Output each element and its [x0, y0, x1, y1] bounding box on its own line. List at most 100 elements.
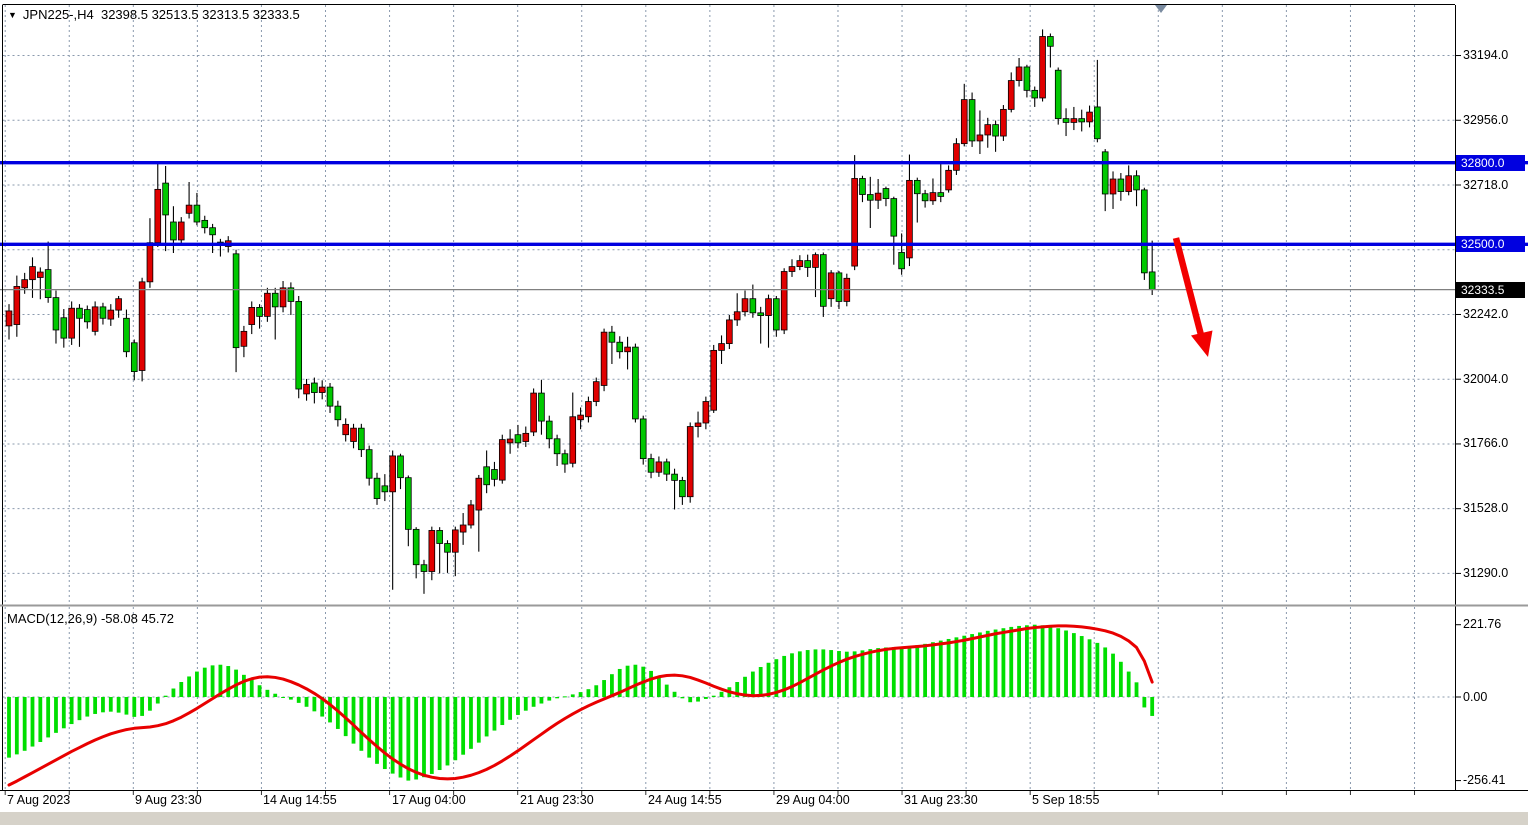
time-tick-label: 17 Aug 04:00 [392, 793, 466, 807]
candle-bull [929, 192, 937, 202]
candle-bull [953, 143, 960, 171]
candle-bull [1109, 178, 1117, 195]
candle-bear [170, 221, 177, 241]
candle-bull [945, 169, 952, 191]
arrow-shaft [1172, 237, 1205, 336]
candle-bull [5, 310, 13, 327]
candle-bear [444, 543, 451, 553]
time-tick-label: 31 Aug 23:30 [904, 793, 978, 807]
time-tick-label: 29 Aug 04:00 [776, 793, 850, 807]
candle-bull [498, 439, 506, 481]
candle-bear [867, 194, 874, 201]
candle-bear [84, 309, 91, 323]
candle-bear [1054, 69, 1062, 120]
candle-bear [1141, 189, 1148, 274]
candle-bull [29, 266, 36, 281]
candle-bull [702, 401, 710, 424]
candle-bull [765, 298, 772, 316]
price-tick-label: 32242.0 [1463, 306, 1509, 321]
macd-histogram [7, 624, 1155, 781]
candle-bull [874, 192, 882, 201]
candle-bull [1000, 108, 1007, 137]
candle-bear [1133, 175, 1140, 191]
candle-bull [710, 349, 717, 411]
candle-bear [412, 528, 420, 566]
candle-bear [201, 219, 209, 229]
price-tick-label: 31766.0 [1463, 436, 1509, 451]
candle-bear [773, 298, 780, 331]
symbol-dropdown-icon[interactable]: ▼ [8, 10, 17, 20]
candle-bear [1101, 151, 1109, 195]
candle-bull [248, 307, 256, 325]
candle-bull [733, 311, 741, 321]
candle-bull [506, 438, 514, 444]
candle-bull [718, 343, 725, 351]
candle-bull [522, 432, 530, 442]
candle-bull [694, 422, 702, 427]
candle-bear [287, 287, 295, 302]
candle-bear [647, 458, 655, 473]
candle-bear [60, 317, 68, 339]
ohlc-values: 32398.5 32513.5 32313.5 32333.5 [100, 7, 300, 22]
macd-tick-label: 0.00 [1463, 689, 1488, 704]
candle-bear [882, 188, 890, 200]
arrow-head-icon [1191, 330, 1213, 357]
candle-bear [820, 254, 827, 307]
candle-bull [146, 242, 154, 283]
candle-bull [177, 221, 185, 241]
candle-bear [1047, 36, 1054, 47]
candle-bull [741, 298, 749, 313]
candle-bull [796, 260, 804, 268]
candle-bear [663, 461, 671, 475]
candle-bear [553, 438, 561, 455]
candle-bull [1086, 111, 1093, 123]
candle-bull [827, 272, 835, 300]
candle-bear [992, 124, 999, 137]
candle-bear [898, 252, 905, 270]
candle-bull [115, 298, 122, 311]
candle-bull [318, 386, 326, 393]
arrow-annotation[interactable] [1172, 237, 1213, 357]
candle-bear [937, 192, 945, 197]
candle-bear [381, 485, 389, 493]
candle-bear [538, 392, 545, 422]
price-tick-label: 31290.0 [1463, 565, 1509, 580]
candle-bull [68, 307, 75, 339]
time-tick-label: 14 Aug 14:55 [263, 793, 337, 807]
candle-bull [279, 287, 287, 308]
candle-bull [459, 524, 467, 533]
candle-bear [616, 341, 624, 353]
candle-bear [859, 178, 866, 195]
candle-bear [99, 306, 107, 319]
autoscroll-marker-icon[interactable] [1155, 5, 1167, 13]
candle-bear [162, 182, 169, 216]
candle-bear [1078, 118, 1086, 123]
candle-bull [240, 330, 248, 347]
candles[interactable] [5, 29, 1156, 594]
candle-bull [91, 306, 99, 332]
candle-bear [76, 307, 83, 319]
candle-bear [358, 427, 365, 451]
candle-bear [373, 477, 381, 500]
candle-bear [365, 449, 373, 479]
candle-bull [342, 423, 349, 436]
level-price-box: 32800.0 [1456, 154, 1525, 171]
candle-bear [679, 479, 686, 498]
candle-bull [592, 381, 600, 402]
candle-bull [1125, 175, 1132, 192]
candle-bull [467, 504, 475, 526]
price-tick-label: 32004.0 [1463, 371, 1509, 386]
candle-bull [569, 416, 577, 464]
candle-bear [968, 99, 976, 142]
chart-title: ▼ JPN225-,H4 32398.5 32513.5 32313.5 3233… [8, 7, 300, 22]
candle-bull [303, 383, 310, 395]
candle-bear [1031, 89, 1039, 99]
candle-bear [436, 530, 443, 544]
candle-bear [130, 342, 138, 372]
candle-bull [726, 319, 733, 344]
candle-bear [483, 466, 490, 486]
candle-bull [389, 455, 396, 493]
indicator-label: MACD(12,26,9) -58.08 45.72 [7, 611, 174, 626]
